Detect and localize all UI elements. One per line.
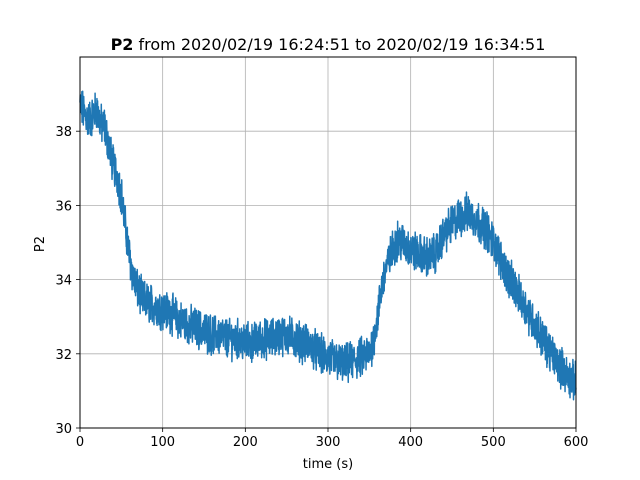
axis-ticks: 0 100 200 300 400 500 600 30 32 34 36 38 [55, 125, 588, 450]
x-tick-label: 0 [76, 435, 84, 450]
series-line [79, 90, 577, 401]
x-tick-label: 500 [481, 435, 506, 450]
x-axis-label: time (s) [303, 457, 353, 472]
y-tick-label: 30 [55, 422, 72, 437]
y-tick-label: 36 [55, 199, 72, 214]
y-tick-label: 32 [55, 348, 72, 363]
title-bold-part: P2 [111, 35, 134, 54]
y-axis-label: P2 [33, 236, 48, 252]
chart-title: P2 from 2020/02/19 16:24:51 to 2020/02/1… [111, 35, 546, 54]
x-tick-label: 100 [150, 435, 175, 450]
y-tick-label: 34 [55, 274, 72, 289]
x-tick-label: 400 [398, 435, 423, 450]
x-tick-label: 200 [233, 435, 258, 450]
x-tick-label: 600 [564, 435, 589, 450]
x-tick-label: 300 [316, 435, 341, 450]
y-tick-label: 38 [55, 125, 72, 140]
title-rest-part: from 2020/02/19 16:24:51 to 2020/02/19 1… [133, 35, 545, 54]
data-series [79, 90, 577, 401]
